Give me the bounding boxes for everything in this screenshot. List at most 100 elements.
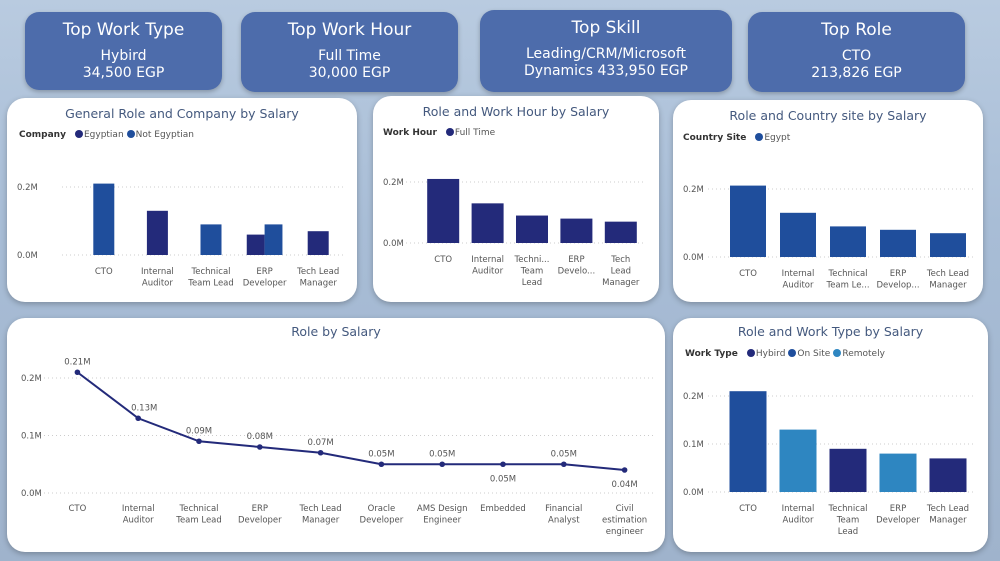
legend-title: Country Site <box>683 133 747 143</box>
kpi-top-skill: Top Skill Leading/CRM/Microsoft Dynamics… <box>480 10 732 92</box>
x-tick-label: Civil <box>616 504 634 514</box>
legend-item[interactable]: Not Egyptian <box>135 130 194 140</box>
x-tick-label: Auditor <box>783 516 814 526</box>
x-tick-label: ERP <box>568 255 584 265</box>
x-tick-label: estimation <box>602 516 647 526</box>
x-tick-label: Develop... <box>876 281 919 291</box>
chart-plot: 0.0M 0.1M 0.2M CTO Internal Auditor Technical T… <box>683 391 973 537</box>
kpi-top-work-type: Top Work Type Hybird 34,500 EGP <box>25 12 222 90</box>
bar <box>307 231 329 255</box>
y-tick-label: 0.2M <box>683 185 704 195</box>
x-tick-label: Tech Lead <box>296 267 339 277</box>
x-tick-label: CTO <box>434 255 452 265</box>
bar <box>829 448 867 492</box>
data-point <box>621 467 628 473</box>
bar <box>729 391 767 492</box>
x-tick-label: AMS Design <box>417 504 468 514</box>
x-tick-label: Internal <box>782 269 815 279</box>
bar <box>880 229 916 257</box>
x-tick-label: Oracle <box>368 504 396 514</box>
legend: Country Site Egypt <box>683 133 790 143</box>
data-point <box>561 461 567 468</box>
data-label: 0.07M <box>307 438 333 448</box>
bar <box>516 215 548 243</box>
legend-dot-icon <box>788 349 797 357</box>
x-tick-label: Manager <box>929 516 967 526</box>
data-point <box>378 461 385 468</box>
chart-role-country-salary: Role and Country site by Salary Country S… <box>673 100 983 302</box>
bar <box>929 458 967 492</box>
legend-dot-icon <box>126 130 135 138</box>
chart-title: Role and Work Type by Salary <box>737 324 924 339</box>
kpi-value: Leading/CRM/Microsoft <box>525 46 686 62</box>
data-label: 0.04M <box>611 480 637 490</box>
x-tick-label: Lead <box>611 267 631 277</box>
legend-dot-icon <box>74 130 83 138</box>
kpi-title: Top Skill <box>571 18 641 38</box>
bar <box>200 224 222 255</box>
data-point <box>135 415 141 422</box>
chart-plot: 0.0M 0.1M 0.2M CTO Internal Auditor Technical T… <box>21 357 655 537</box>
x-tick-label: Auditor <box>142 279 173 289</box>
chart-title: Role and Work Hour by Salary <box>422 104 610 119</box>
x-tick-label: Auditor <box>123 516 154 526</box>
legend-item[interactable]: Remotely <box>842 349 885 359</box>
data-label: 0.05M <box>368 449 394 459</box>
y-tick-label: 0.1M <box>683 440 704 450</box>
x-tick-label: Embedded <box>480 504 526 514</box>
kpi-value: 30,000 EGP <box>308 65 391 81</box>
legend-item[interactable]: Hybird <box>755 349 786 359</box>
kpi-title: Top Role <box>821 20 892 40</box>
y-tick-label: 0.1M <box>21 432 42 442</box>
chart-title: General Role and Company by Salary <box>65 106 299 121</box>
legend-item[interactable]: Egypt <box>764 133 791 143</box>
x-tick-label: Internal <box>141 267 174 277</box>
legend-title: Work Hour <box>383 128 437 138</box>
kpi-value: Full Time <box>318 48 381 64</box>
bar <box>879 453 917 492</box>
legend-dot-icon <box>833 349 842 357</box>
legend-title: Work Type <box>685 349 738 359</box>
data-label: 0.08M <box>247 432 273 442</box>
kpi-title: Top Work Type <box>62 20 185 40</box>
bar <box>146 210 168 255</box>
legend-item[interactable]: Egyptian <box>83 130 124 140</box>
chart-role-company-salary: General Role and Company by Salary Compan… <box>7 98 357 302</box>
chart-role-by-salary: Role by Salary 0.0M 0.1M 0.2M CTO Internal Aud… <box>7 318 665 552</box>
legend-dot-icon <box>755 133 764 141</box>
y-tick-label: 0.2M <box>21 374 42 384</box>
legend-item[interactable]: On Site <box>797 349 831 359</box>
data-label: 0.09M <box>186 426 212 436</box>
x-tick-label: CTO <box>739 269 757 279</box>
bar <box>930 233 966 257</box>
chart-role-work-type-salary: Role and Work Type by Salary Work Type Hyb… <box>673 318 988 552</box>
legend: Company Egyptian Not Egyptian <box>19 130 194 140</box>
legend-dot-icon <box>445 128 454 136</box>
x-tick-label: Tech Lead <box>299 504 342 514</box>
legend: Work Type Hybird On Site Remotely <box>685 349 885 359</box>
x-tick-label: Lead <box>522 278 542 288</box>
y-tick-label: 0.0M <box>21 489 42 499</box>
kpi-title: Top Work Hour <box>287 20 412 40</box>
x-tick-label: CTO <box>68 504 86 514</box>
x-tick-label: ERP <box>256 267 272 277</box>
data-point <box>74 369 81 376</box>
x-tick-label: Tech <box>610 255 630 265</box>
bar <box>264 224 283 255</box>
x-tick-label: Technical <box>190 267 230 277</box>
bar <box>730 185 766 257</box>
x-tick-label: Auditor <box>783 281 814 291</box>
x-tick-label: Analyst <box>548 516 580 526</box>
x-tick-label: engineer <box>606 527 644 537</box>
bar <box>830 226 866 257</box>
chart-plot: 0.0M 0.2M CTO Internal Auditor Technical Team … <box>17 183 345 289</box>
legend-item[interactable]: Full Time <box>454 128 496 138</box>
x-tick-label: Technical <box>178 504 218 514</box>
x-tick-label: CTO <box>739 504 757 514</box>
x-tick-label: Manager <box>929 281 967 291</box>
kpi-value: Dynamics 433,950 EGP <box>524 63 688 79</box>
chart-title: Role and Country site by Salary <box>729 108 927 123</box>
chart-title: Role by Salary <box>291 324 381 339</box>
bar <box>779 429 817 492</box>
